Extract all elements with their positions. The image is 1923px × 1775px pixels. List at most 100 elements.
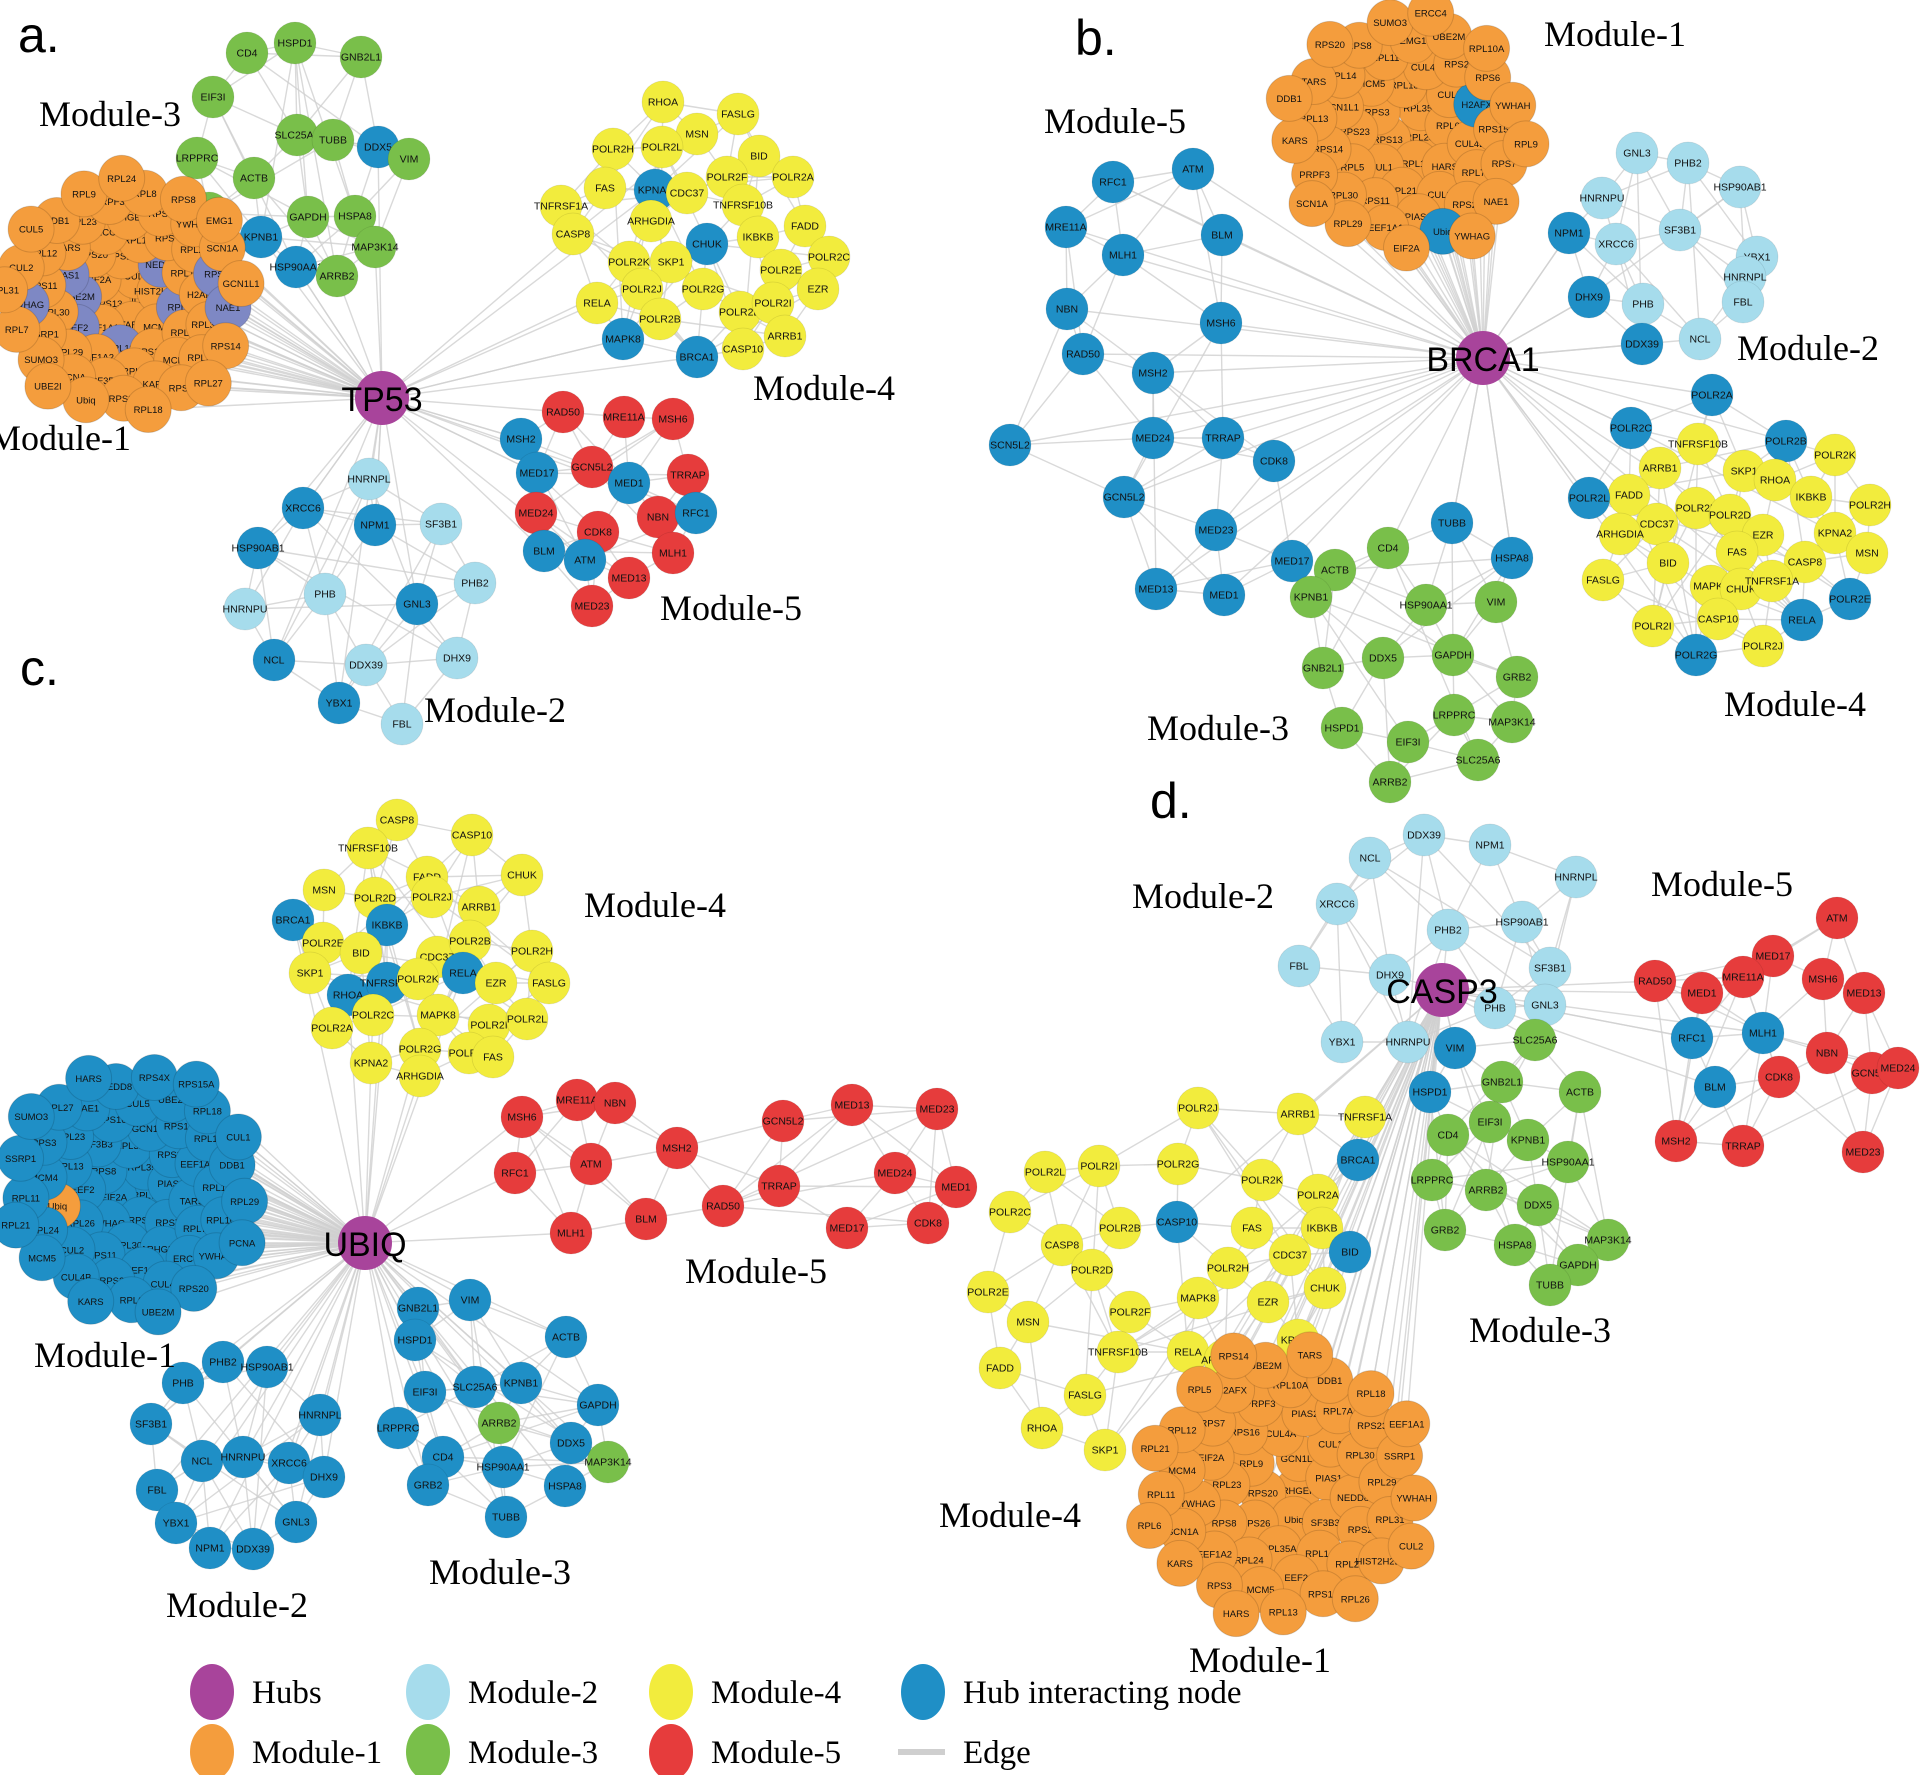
node-label: DDX5 bbox=[1369, 653, 1397, 665]
network-node-FASLG bbox=[1581, 558, 1625, 602]
node-label: POLR2J bbox=[1743, 641, 1783, 653]
node-label: MCM5 bbox=[1357, 79, 1385, 90]
network-node-NBN bbox=[1805, 1031, 1849, 1075]
node-label: MLH1 bbox=[1749, 1028, 1777, 1040]
node-label: UBE2M bbox=[142, 1308, 175, 1319]
node-label: RPL5 bbox=[1341, 162, 1365, 173]
node-label: RPL24 bbox=[107, 174, 136, 185]
node-label: NCL bbox=[191, 1456, 212, 1468]
node-label: CDC37 bbox=[1273, 1250, 1308, 1262]
node-label: MED17 bbox=[1274, 556, 1309, 568]
network-node-RPS15A bbox=[172, 1060, 220, 1108]
legend-label: Module-3 bbox=[468, 1735, 598, 1771]
node-label: TNFRSF10B bbox=[1668, 439, 1728, 451]
edge bbox=[1423, 834, 1551, 969]
node-label: POLR2B bbox=[1765, 436, 1806, 448]
node-label: EIF2A bbox=[85, 275, 112, 286]
network-node-GRB2 bbox=[1495, 655, 1539, 699]
network-node-CDC37 bbox=[1268, 1233, 1312, 1277]
node-label: DDX5 bbox=[364, 142, 392, 154]
network-node-GCN5L2 bbox=[570, 445, 614, 489]
node-label: CASP8 bbox=[1788, 557, 1823, 569]
network-node-RPL5 bbox=[1176, 1365, 1224, 1413]
node-label: HNRNPL bbox=[1554, 872, 1597, 884]
legend-swatch-m5 bbox=[649, 1724, 693, 1775]
node-label: CHUK bbox=[1310, 1283, 1340, 1295]
node-label: POLR2C bbox=[352, 1010, 394, 1022]
network-node-NPM1 bbox=[353, 503, 397, 547]
node-label: POLR2L bbox=[1025, 1167, 1065, 1179]
node-label: BID bbox=[1341, 1247, 1359, 1259]
node-label: SLC25A6 bbox=[275, 130, 320, 142]
node-label: CUL2 bbox=[1399, 1542, 1423, 1553]
node-label: EMG1 bbox=[1400, 36, 1427, 47]
node-label: CASP8 bbox=[1045, 1240, 1080, 1252]
hub-edge bbox=[1482, 357, 1590, 499]
panel-d: DDX39 NPM1 NCL HNRNPL XRCC6 PHB2 HSP90AB1 FBL DH… bbox=[939, 773, 1920, 1680]
node-label: POLR2H bbox=[1207, 1263, 1249, 1275]
network-node-GNL3 bbox=[1615, 131, 1659, 175]
node-label: CDC37 bbox=[420, 952, 455, 964]
node-label: YWHAG bbox=[8, 300, 44, 311]
node-label: CUL2 bbox=[60, 1245, 84, 1256]
network-node-DHX9 bbox=[435, 636, 479, 680]
node-label: HSPA8 bbox=[548, 1481, 582, 1493]
network-node-HSPA8 bbox=[333, 194, 377, 238]
node-label: GCN1L1 bbox=[223, 279, 260, 290]
node-label: RPL23 bbox=[56, 1132, 85, 1143]
panel-letter: c. bbox=[20, 640, 59, 696]
node-label: RPL12 bbox=[28, 249, 57, 260]
node-label: RPL9 bbox=[72, 190, 96, 201]
node-label: POLR2D bbox=[719, 307, 761, 319]
node-label: XRCC6 bbox=[271, 1458, 307, 1470]
node-label: RPS23 bbox=[157, 1150, 187, 1161]
node-label: HARS bbox=[54, 243, 80, 254]
node-label: GCN5L2 bbox=[763, 1116, 804, 1128]
node-label: MED23 bbox=[919, 1104, 954, 1116]
network-node-BRCA1 bbox=[1336, 1138, 1380, 1182]
node-label: MAP3K14 bbox=[1488, 717, 1535, 729]
node-label: RPL29 bbox=[1333, 219, 1362, 230]
node-label: RPS20 bbox=[78, 250, 108, 261]
node-label: NCL bbox=[1359, 853, 1380, 865]
node-label: ATM bbox=[574, 555, 595, 567]
network-node-RPL31 bbox=[0, 266, 29, 314]
network-node-RPL26 bbox=[1331, 1575, 1379, 1623]
node-label: RPL7A bbox=[183, 1224, 214, 1235]
node-label: MED17 bbox=[1755, 951, 1790, 963]
network-node-TUBB bbox=[484, 1495, 528, 1539]
network-node-POLR2D bbox=[1070, 1248, 1114, 1292]
node-label: RPS8 bbox=[1212, 1519, 1237, 1530]
module-label: Module-2 bbox=[1737, 328, 1879, 368]
network-node-MED24 bbox=[873, 1151, 917, 1195]
network-node-MAP3K14 bbox=[1586, 1218, 1630, 1262]
node-label: RPL13 bbox=[1299, 114, 1328, 125]
network-node-NCL bbox=[252, 638, 296, 682]
node-label: MED13 bbox=[834, 1100, 869, 1112]
node-label: GNB2L1 bbox=[341, 52, 381, 64]
node-label: FAS bbox=[595, 183, 615, 195]
hub-edge bbox=[1370, 989, 1443, 1394]
network-node-KPNB1 bbox=[1289, 575, 1333, 619]
network-node-RELA bbox=[575, 281, 619, 325]
node-label: NPM1 bbox=[1554, 228, 1583, 240]
network-node-EIF3I bbox=[1386, 720, 1430, 764]
hub-edge bbox=[381, 397, 545, 552]
node-label: CASP8 bbox=[556, 229, 591, 241]
node-label: RPL10A bbox=[206, 1215, 242, 1226]
network-node-CDK8 bbox=[906, 1201, 950, 1245]
node-label: ERCC4 bbox=[1415, 9, 1447, 20]
network-node-MSH6 bbox=[500, 1095, 544, 1139]
module-label: Module-3 bbox=[1469, 1310, 1611, 1350]
node-label: EEF2 bbox=[65, 323, 89, 334]
node-label: RHOA bbox=[648, 97, 678, 109]
network-node-CD4 bbox=[225, 31, 269, 75]
node-label: RPL6 bbox=[1138, 1521, 1162, 1532]
network-node-IKBKB bbox=[1789, 475, 1833, 519]
node-label: RPL7A bbox=[1323, 1406, 1354, 1417]
node-label: H2AFX bbox=[1461, 100, 1492, 111]
node-label: SKP1 bbox=[1731, 466, 1758, 478]
edge bbox=[543, 550, 674, 554]
node-label: DDB1 bbox=[44, 216, 69, 227]
node-label: SKP1 bbox=[1092, 1445, 1119, 1457]
